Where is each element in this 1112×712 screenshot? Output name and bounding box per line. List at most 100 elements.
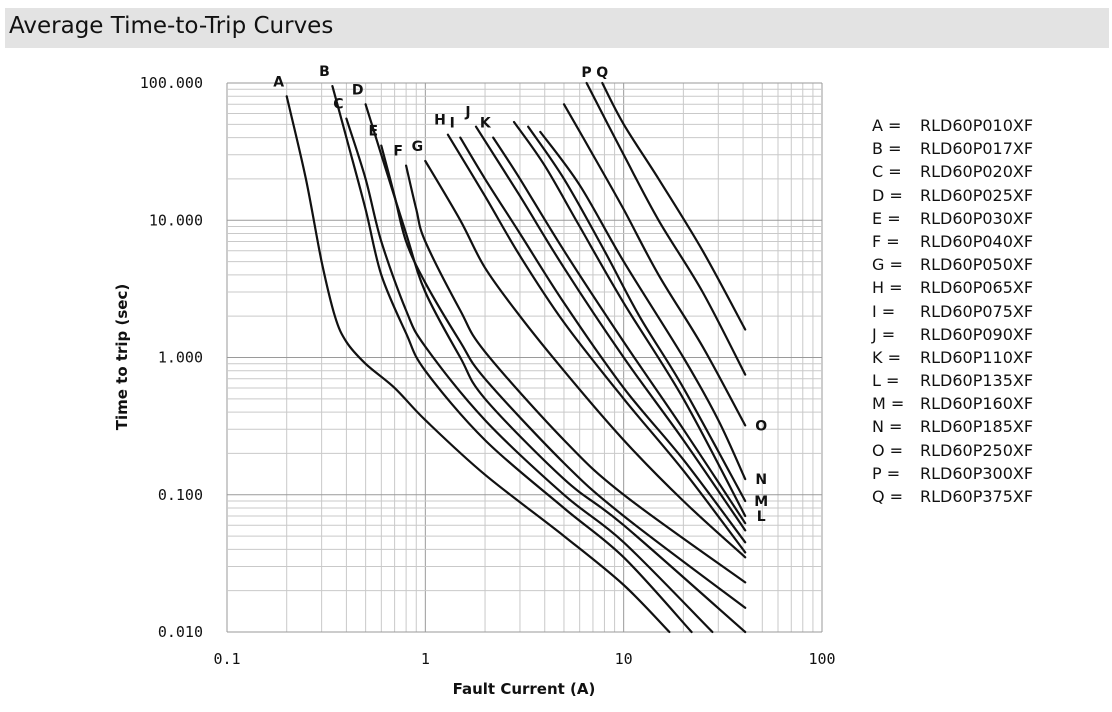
curve-label-c: C [333, 97, 343, 113]
legend-row: O = RLD60P250XF [872, 439, 1033, 462]
curve-l [512, 120, 747, 518]
legend-value: RLD60P030XF [920, 208, 1034, 228]
legend-value: RLD60P110XF [920, 347, 1034, 367]
legend-row: E = RLD60P030XF [872, 207, 1033, 230]
legend-value: RLD60P160XF [920, 394, 1034, 414]
curve-label-b: B [319, 64, 330, 80]
curve-k [492, 136, 747, 525]
curve-label-n: N [755, 472, 767, 488]
legend-key: I = [872, 301, 896, 321]
curve-label-e: E [369, 124, 379, 140]
legend-value: RLD60P135XF [920, 371, 1034, 391]
legend-row: K = RLD60P110XF [872, 346, 1033, 369]
curve-label-f: F [393, 144, 403, 160]
legend-key: E = [872, 208, 901, 228]
curve-f [405, 164, 747, 584]
legend-row: B = RLD60P017XF [872, 137, 1033, 160]
y-tick-label: 0.010 [158, 623, 203, 641]
curve-labels: A B CD EF GH IJK LMN O P Q [273, 64, 768, 525]
y-tick-label: 10.000 [149, 211, 203, 229]
legend-key: H = [872, 278, 903, 298]
legend-row: M = RLD60P160XF [872, 392, 1033, 415]
legend: A = RLD60P010XF B = RLD60P017XF C = RLD60P020… [872, 114, 1033, 508]
legend-key: B = [872, 139, 902, 159]
curve-label-l: L [757, 509, 766, 525]
curve-b [331, 85, 693, 634]
legend-value: RLD60P020XF [920, 162, 1034, 182]
legend-row: Q = RLD60P375XF [872, 485, 1033, 508]
legend-row: P = RLD60P300XF [872, 462, 1033, 485]
x-tick-label: 0.1 [213, 650, 240, 668]
legend-value: RLD60P010XF [920, 116, 1034, 135]
chart-title: Average Time-to-Trip Curves [9, 13, 334, 39]
curve-g [424, 159, 747, 559]
legend-key: D = [872, 185, 903, 205]
tick-labels: 0.1 1 10 100 0.010 0.100 1.000 10.000 100.000 [140, 74, 836, 668]
curve-label-d: D [352, 82, 364, 98]
legend-row: C = RLD60P020XF [872, 160, 1033, 183]
legend-value: RLD60P025XF [920, 185, 1034, 205]
y-tick-label: 100.000 [140, 74, 203, 92]
curve-label-j: J [464, 105, 470, 121]
legend-key: J = [872, 324, 896, 344]
legend-key: M = [872, 394, 905, 414]
legend-value: RLD60P050XF [920, 255, 1034, 275]
curve-label-a: A [273, 74, 284, 90]
legend-row: G = RLD60P050XF [872, 253, 1033, 276]
curves [285, 81, 747, 634]
curve-a [285, 95, 671, 634]
legend-value: RLD60P017XF [920, 139, 1034, 159]
legend-key: Q = [872, 487, 904, 506]
title-bar: Average Time-to-Trip Curves [5, 8, 1109, 48]
curve-c [345, 117, 714, 634]
curve-label-p: P [581, 65, 591, 81]
curve-e [380, 144, 747, 609]
legend-value: RLD60P185XF [920, 417, 1034, 437]
x-axis-label: Fault Current (A) [453, 680, 596, 698]
grid [226, 82, 823, 633]
curve-p [585, 81, 747, 376]
curve-label-k: K [480, 116, 492, 132]
legend-key: K = [872, 347, 901, 367]
legend-row: I = RLD60P075XF [872, 300, 1033, 323]
curve-n [539, 130, 747, 481]
curve-m [527, 125, 747, 503]
legend-key: L = [872, 371, 900, 391]
curve-label-o: O [755, 418, 767, 434]
legend-row: H = RLD60P065XF [872, 276, 1033, 299]
curve-j [474, 125, 747, 532]
legend-value: RLD60P090XF [920, 324, 1034, 344]
legend-row: N = RLD60P185XF [872, 415, 1033, 438]
curve-label-m: M [754, 494, 768, 510]
legend-value: RLD60P065XF [920, 278, 1034, 298]
legend-key: A = [872, 116, 902, 135]
curve-q [601, 81, 747, 331]
x-tick-label: 1 [421, 650, 430, 668]
curve-label-h: H [434, 113, 446, 129]
curve-label-g: G [412, 139, 424, 155]
legend-key: N = [872, 417, 903, 437]
legend-row: F = RLD60P040XF [872, 230, 1033, 253]
x-tick-label: 10 [615, 650, 633, 668]
legend-value: RLD60P375XF [920, 487, 1034, 506]
curve-h [446, 133, 747, 554]
legend-value: RLD60P250XF [920, 440, 1034, 460]
x-tick-label: 100 [808, 650, 835, 668]
legend-row: L = RLD60P135XF [872, 369, 1033, 392]
curve-o [562, 103, 747, 427]
y-axis-label: Time to trip (sec) [113, 284, 131, 430]
legend-key: C = [872, 162, 902, 182]
legend-key: G = [872, 255, 903, 275]
legend-value: RLD60P040XF [920, 231, 1034, 251]
legend-value: RLD60P300XF [920, 463, 1034, 483]
curve-i [459, 136, 747, 544]
curve-label-i: I [450, 116, 455, 132]
curve-label-q: Q [596, 65, 608, 81]
legend-row: A = RLD60P010XF [872, 114, 1033, 137]
legend-value: RLD60P075XF [920, 301, 1034, 321]
legend-row: J = RLD60P090XF [872, 323, 1033, 346]
legend-key: P = [872, 463, 901, 483]
y-tick-label: 1.000 [158, 349, 203, 367]
y-tick-label: 0.100 [158, 486, 203, 504]
